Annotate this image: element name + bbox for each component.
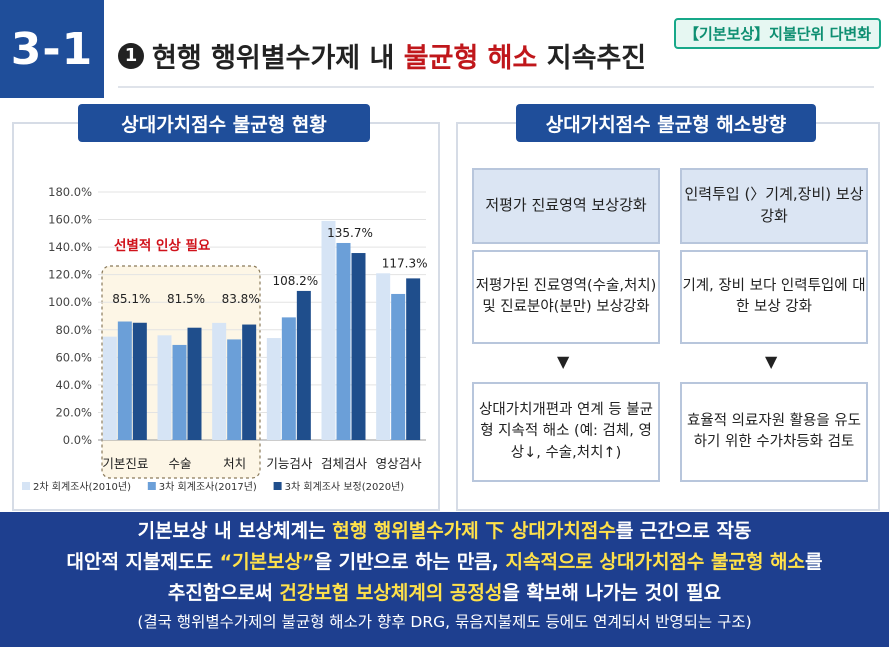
y-tick-label: 20.0% [55, 405, 92, 419]
y-tick-label: 140.0% [48, 240, 92, 254]
page-title: 1 현행 행위별수가제 내 불균형 해소 지속추진 [118, 36, 646, 75]
y-tick-label: 160.0% [48, 213, 92, 227]
data-label: 85.1% [112, 292, 150, 306]
y-tick-label: 180.0% [48, 185, 92, 199]
bar [172, 344, 187, 440]
title-divider [118, 86, 874, 88]
y-tick-label: 120.0% [48, 268, 92, 282]
y-tick-label: 40.0% [55, 378, 92, 392]
left-panel: 0.0% 20.0% 40.0% 60.0% 80.0% 100.0% 120.0% 140.… [12, 122, 440, 511]
x-tick-label: 처치 [223, 456, 246, 471]
title-highlight: 불균형 해소 [403, 43, 538, 74]
col2-foot: 효율적 의료자원 활용을 유도하기 위한 수가차등화 검토 [680, 382, 868, 482]
title-number-icon: 1 [118, 42, 144, 69]
bar [376, 273, 391, 440]
summary-line-1: 기본보상 내 보상체계는 현행 행위별수가제 下 상대가치점수를 근간으로 작동 [137, 520, 752, 542]
col1-foot: 상대가치개편과 연계 등 불균형 지속적 해소 (예: 검체, 영상↓, 수술,… [472, 382, 660, 482]
section-number: 3-1 [10, 23, 94, 75]
summary-note: (결국 행위별수가제의 불균형 해소가 향후 DRG, 묶음지불제도 등에도 연… [137, 613, 752, 631]
x-tick-label: 기능검사 [266, 456, 313, 471]
bar [296, 290, 311, 440]
bar [321, 220, 336, 440]
title-pre: 현행 행위별수가제 내 [152, 43, 404, 74]
bar [242, 324, 257, 440]
x-tick-label: 영상검사 [376, 456, 423, 471]
legend-swatch [22, 482, 30, 490]
col2-head: 인력투입 (〉기계,장비) 보상강화 [680, 168, 868, 244]
legend-label: 3차 회계조사 보정(2020년) [285, 481, 405, 493]
x-tick-label: 검체검사 [321, 456, 368, 471]
bar [187, 327, 202, 440]
y-tick-label: 80.0% [55, 323, 92, 337]
bar [212, 322, 227, 440]
legend-swatch [273, 482, 282, 490]
bar [266, 338, 281, 440]
title-post: 지속추진 [537, 43, 647, 74]
data-label: 108.2% [272, 274, 318, 288]
bar [227, 339, 242, 440]
data-label: 81.5% [167, 292, 205, 306]
left-panel-ribbon: 상대가치점수 불균형 현황 [78, 104, 370, 142]
y-tick-label: 100.0% [48, 295, 92, 309]
col1-body: 저평가된 진료영역(수술,처치) 및 진료분야(분만) 보상강화 [472, 250, 660, 344]
data-label: 83.8% [222, 292, 260, 306]
bar [102, 336, 117, 440]
bar [391, 293, 406, 440]
bar [406, 278, 421, 440]
col1-arrow-icon: ▼ [557, 352, 570, 371]
bar [351, 253, 366, 440]
col1-head: 저평가 진료영역 보상강화 [472, 168, 660, 244]
category-tag: 【기본보상】지불단위 다변화 [673, 18, 881, 49]
legend-swatch [147, 482, 156, 490]
summary-line-2: 대안적 지불제도도 “기본보상”을 기반으로 하는 만큼, 지속적으로 상대가치… [66, 551, 823, 573]
col2-arrow-icon: ▼ [765, 352, 778, 371]
bar [336, 242, 351, 440]
y-tick-label: 60.0% [55, 350, 92, 364]
col2-body: 기계, 장비 보다 인력투입에 대한 보상 강화 [680, 250, 868, 344]
chart-annotation: 선별적 인상 필요 [114, 237, 211, 254]
x-tick-label: 수술 [168, 456, 191, 471]
data-label: 135.7% [327, 226, 373, 240]
bar [117, 321, 132, 440]
legend-label: 3차 회계조사(2017년) [159, 481, 257, 493]
y-tick-label: 0.0% [63, 433, 92, 447]
legend-label: 2차 회계조사(2010년) [33, 481, 131, 493]
x-tick-label: 기본진료 [102, 456, 148, 471]
bar [157, 335, 172, 440]
bar [281, 317, 296, 440]
data-label: 117.3% [382, 256, 428, 270]
right-panel-ribbon: 상대가치점수 불균형 해소방향 [516, 104, 816, 142]
summary-banner: 기본보상 내 보상체계는 현행 행위별수가제 下 상대가치점수를 근간으로 작동… [0, 512, 889, 647]
bar-chart: 0.0% 20.0% 40.0% 60.0% 80.0% 100.0% 120.0% 140.… [22, 185, 428, 493]
bar [132, 322, 147, 440]
right-panel: 저평가 진료영역 보상강화 저평가된 진료영역(수술,처치) 및 진료분야(분만… [456, 122, 880, 511]
section-number-badge: 3-1 [0, 0, 104, 98]
summary-line-3: 추진함으로써 건강보험 보상체계의 공정성을 확보해 나가는 것이 필요 [167, 582, 722, 604]
